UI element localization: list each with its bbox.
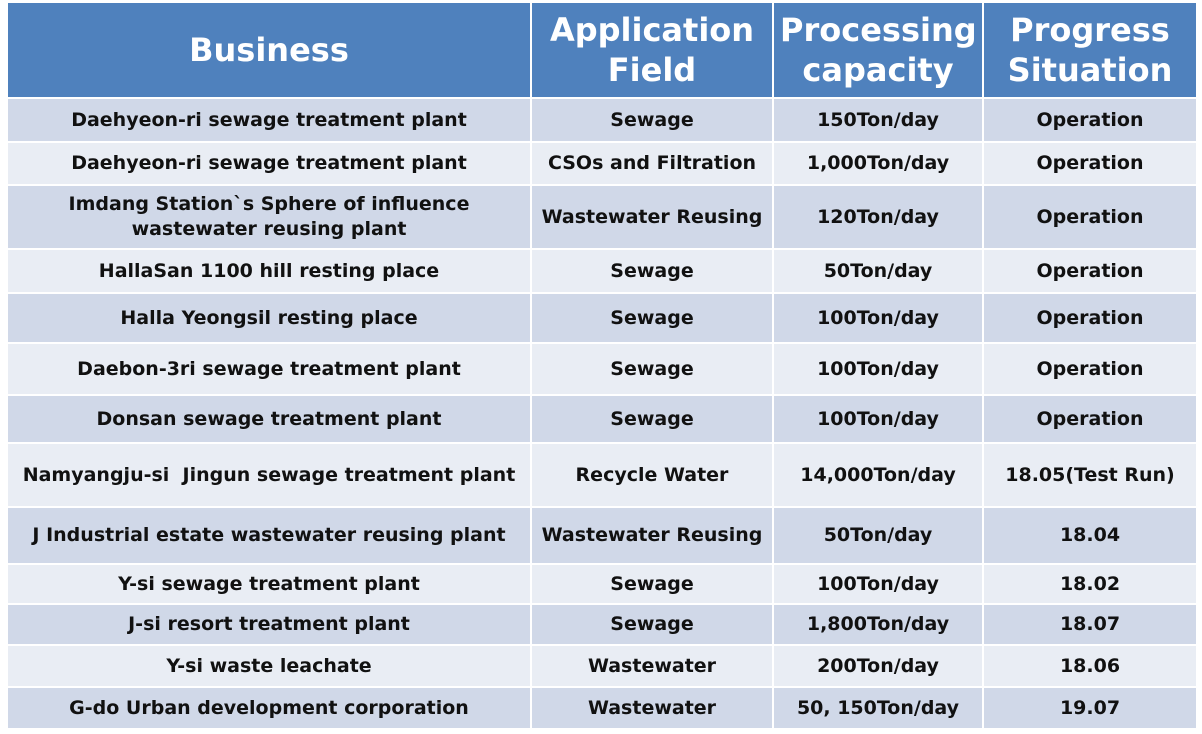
- table-cell: Imdang Station`s Sphere of influence was…: [6, 184, 532, 250]
- table-row: Namyangju-si Jingun sewage treatment pla…: [6, 442, 1198, 508]
- table-cell: CSOs and Filtration: [530, 141, 774, 186]
- table-body: Daehyeon-ri sewage treatment plant Sewage…: [6, 97, 1198, 730]
- table-cell: Sewage: [530, 394, 774, 444]
- table-cell: 18.05(Test Run): [982, 442, 1198, 508]
- table-cell: 120Ton/day: [772, 184, 984, 250]
- table-cell: Daebon-3ri sewage treatment plant: [6, 342, 532, 396]
- table-cell: Sewage: [530, 603, 774, 646]
- header-row: Business Application Field Processing capa…: [6, 1, 1198, 99]
- table-cell: Recycle Water: [530, 442, 774, 508]
- table-cell: 1,000Ton/day: [772, 141, 984, 186]
- header-cell: Progress Situation: [982, 1, 1198, 99]
- table-row: Y-si waste leachate Wastewater 200Ton/day 1…: [6, 644, 1198, 688]
- table-cell: Namyangju-si Jingun sewage treatment pla…: [6, 442, 532, 508]
- table-row: G-do Urban development corporation Wastew…: [6, 686, 1198, 730]
- table-cell: Y-si sewage treatment plant: [6, 563, 532, 605]
- table-row: Donsan sewage treatment plant Sewage 100To…: [6, 394, 1198, 444]
- table-row: Daebon-3ri sewage treatment plant Sewage 1…: [6, 342, 1198, 396]
- table-cell: Sewage: [530, 563, 774, 605]
- table-cell: J Industrial estate wastewater reusing p…: [6, 506, 532, 565]
- table-cell: Operation: [982, 248, 1198, 294]
- table-row: Daehyeon-ri sewage treatment plant CSOs a…: [6, 141, 1198, 186]
- table-row: Y-si sewage treatment plant Sewage 100Ton/…: [6, 563, 1198, 605]
- table-cell: Wastewater Reusing: [530, 506, 774, 565]
- table-cell: Operation: [982, 342, 1198, 396]
- table-row: J-si resort treatment plant Sewage 1,800To…: [6, 603, 1198, 646]
- table-cell: 100Ton/day: [772, 292, 984, 344]
- table-cell: 18.02: [982, 563, 1198, 605]
- table-cell: Donsan sewage treatment plant: [6, 394, 532, 444]
- table-cell: 19.07: [982, 686, 1198, 730]
- table-cell: 100Ton/day: [772, 394, 984, 444]
- table-cell: Sewage: [530, 248, 774, 294]
- table-cell: Daehyeon-ri sewage treatment plant: [6, 97, 532, 143]
- table-cell: 1,800Ton/day: [772, 603, 984, 646]
- header-cell: Processing capacity: [772, 1, 984, 99]
- table-cell: Operation: [982, 394, 1198, 444]
- table-cell: Operation: [982, 97, 1198, 143]
- table-cell: HallaSan 1100 hill resting place: [6, 248, 532, 294]
- data-table: Business Application Field Processing capa…: [6, 1, 1198, 730]
- header-cell: Business: [6, 1, 532, 99]
- table-cell: 100Ton/day: [772, 563, 984, 605]
- table-row: HallaSan 1100 hill resting place Sewage 50…: [6, 248, 1198, 294]
- table-cell: Operation: [982, 184, 1198, 250]
- table-cell: 50Ton/day: [772, 506, 984, 565]
- table-cell: Daehyeon-ri sewage treatment plant: [6, 141, 532, 186]
- table-cell: Wastewater Reusing: [530, 184, 774, 250]
- table-row: Halla Yeongsil resting place Sewage 100Ton…: [6, 292, 1198, 344]
- table-cell: J-si resort treatment plant: [6, 603, 532, 646]
- table-cell: G-do Urban development corporation: [6, 686, 532, 730]
- table-cell: Halla Yeongsil resting place: [6, 292, 532, 344]
- table-cell: 18.07: [982, 603, 1198, 646]
- table-cell: 50Ton/day: [772, 248, 984, 294]
- table-cell: 100Ton/day: [772, 342, 984, 396]
- table-cell: Y-si waste leachate: [6, 644, 532, 688]
- table-cell: Wastewater: [530, 644, 774, 688]
- table-cell: 200Ton/day: [772, 644, 984, 688]
- table-cell: Operation: [982, 292, 1198, 344]
- table-row: Daehyeon-ri sewage treatment plant Sewage…: [6, 97, 1198, 143]
- table-cell: Operation: [982, 141, 1198, 186]
- table-cell: 50, 150Ton/day: [772, 686, 984, 730]
- table-cell: 150Ton/day: [772, 97, 984, 143]
- table-row: J Industrial estate wastewater reusing p…: [6, 506, 1198, 565]
- table-cell: Sewage: [530, 97, 774, 143]
- table-cell: 14,000Ton/day: [772, 442, 984, 508]
- table-cell: 18.06: [982, 644, 1198, 688]
- table-row: Imdang Station`s Sphere of influence was…: [6, 184, 1198, 250]
- header-cell: Application Field: [530, 1, 774, 99]
- table-cell: Sewage: [530, 342, 774, 396]
- table-cell: Wastewater: [530, 686, 774, 730]
- table-cell: Sewage: [530, 292, 774, 344]
- table-cell: 18.04: [982, 506, 1198, 565]
